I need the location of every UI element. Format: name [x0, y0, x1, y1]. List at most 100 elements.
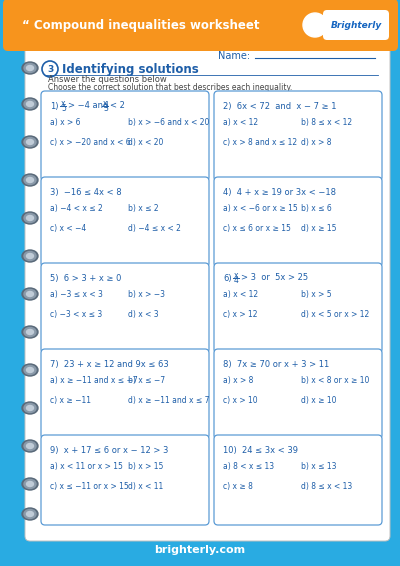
Text: b) x < 8 or x ≥ 10: b) x < 8 or x ≥ 10 [301, 376, 369, 385]
Ellipse shape [22, 364, 38, 376]
Text: c) −3 < x ≤ 3: c) −3 < x ≤ 3 [50, 311, 102, 319]
Text: c) x > 12: c) x > 12 [223, 311, 258, 319]
Text: c) x ≤ 6 or x ≥ 15: c) x ≤ 6 or x ≥ 15 [223, 225, 291, 234]
FancyBboxPatch shape [214, 263, 382, 353]
FancyBboxPatch shape [214, 349, 382, 439]
Text: d) x ≥ 10: d) x ≥ 10 [301, 397, 336, 405]
Ellipse shape [22, 508, 38, 520]
Text: a) x > 6: a) x > 6 [50, 118, 80, 127]
Text: Brighterly: Brighterly [330, 20, 382, 29]
Ellipse shape [24, 441, 36, 451]
Text: > 3  or  5x > 25: > 3 or 5x > 25 [241, 273, 308, 282]
Text: 1): 1) [50, 101, 58, 110]
Text: a) 8 < x ≤ 13: a) 8 < x ≤ 13 [223, 462, 274, 471]
Ellipse shape [22, 174, 38, 186]
FancyBboxPatch shape [214, 177, 382, 267]
Text: a) −4 < x ≤ 2: a) −4 < x ≤ 2 [50, 204, 103, 213]
Text: b) x ≤ 13: b) x ≤ 13 [301, 462, 336, 471]
Text: c) x > 10: c) x > 10 [223, 397, 258, 405]
Text: 6): 6) [223, 273, 232, 282]
Circle shape [42, 61, 58, 77]
Text: 9)  x + 17 ≤ 6 or x − 12 > 3: 9) x + 17 ≤ 6 or x − 12 > 3 [50, 445, 168, 454]
Text: < 2: < 2 [110, 101, 125, 110]
FancyBboxPatch shape [3, 0, 398, 51]
Ellipse shape [22, 212, 38, 224]
Ellipse shape [24, 366, 36, 375]
Text: b) x ≤ −7: b) x ≤ −7 [128, 376, 165, 385]
Text: d) 8 ≤ x < 13: d) 8 ≤ x < 13 [301, 482, 352, 491]
Ellipse shape [22, 288, 38, 300]
Text: b) x > 15: b) x > 15 [128, 462, 163, 471]
FancyBboxPatch shape [41, 263, 209, 353]
Ellipse shape [26, 216, 34, 221]
Text: b) x ≤ 6: b) x ≤ 6 [301, 204, 332, 213]
Ellipse shape [22, 402, 38, 414]
Ellipse shape [26, 367, 34, 372]
FancyBboxPatch shape [41, 177, 209, 267]
Text: 8)  7x ≥ 70 or x + 3 > 11: 8) 7x ≥ 70 or x + 3 > 11 [223, 359, 329, 368]
Ellipse shape [22, 250, 38, 262]
Text: 2)  6x < 72  and  x − 7 ≥ 1: 2) 6x < 72 and x − 7 ≥ 1 [223, 101, 336, 110]
Text: a) x < 12: a) x < 12 [223, 290, 258, 299]
Ellipse shape [22, 62, 38, 74]
Circle shape [303, 13, 327, 37]
Ellipse shape [26, 512, 34, 517]
Text: a) x > 8: a) x > 8 [223, 376, 253, 385]
Ellipse shape [26, 291, 34, 297]
Ellipse shape [26, 254, 34, 259]
Text: b) x ≤ 2: b) x ≤ 2 [128, 204, 159, 213]
Text: 5: 5 [61, 104, 66, 113]
Text: a) x < −6 or x ≥ 15: a) x < −6 or x ≥ 15 [223, 204, 298, 213]
Text: Identifying solutions: Identifying solutions [62, 62, 199, 75]
Ellipse shape [26, 178, 34, 182]
Ellipse shape [24, 100, 36, 109]
Ellipse shape [24, 213, 36, 222]
Text: “ Compound inequalities worksheet: “ Compound inequalities worksheet [22, 19, 260, 32]
Ellipse shape [22, 98, 38, 110]
Text: x: x [61, 99, 66, 108]
Ellipse shape [26, 139, 34, 144]
Text: Name:: Name: [218, 51, 250, 61]
Text: 3)  −16 ≤ 4x < 8: 3) −16 ≤ 4x < 8 [50, 187, 122, 196]
Ellipse shape [26, 66, 34, 71]
Text: d) x < 11: d) x < 11 [128, 482, 163, 491]
Text: d) x < 3: d) x < 3 [128, 311, 159, 319]
Text: c) x < −4: c) x < −4 [50, 225, 86, 234]
Ellipse shape [24, 251, 36, 260]
Text: 5)  6 > 3 + x ≥ 0: 5) 6 > 3 + x ≥ 0 [50, 273, 121, 282]
Ellipse shape [24, 404, 36, 413]
Text: a) x < 11 or x > 15: a) x < 11 or x > 15 [50, 462, 123, 471]
Ellipse shape [24, 479, 36, 488]
Ellipse shape [26, 405, 34, 410]
Text: c) x ≤ −11 or x > 15: c) x ≤ −11 or x > 15 [50, 482, 129, 491]
Text: brighterly.com: brighterly.com [154, 545, 246, 555]
Ellipse shape [24, 175, 36, 185]
FancyBboxPatch shape [41, 435, 209, 525]
FancyBboxPatch shape [25, 41, 390, 541]
Text: b) x > −3: b) x > −3 [128, 290, 165, 299]
FancyBboxPatch shape [323, 10, 389, 40]
Text: d) x ≥ 15: d) x ≥ 15 [301, 225, 336, 234]
Text: > −4 and: > −4 and [68, 101, 108, 110]
Ellipse shape [24, 328, 36, 337]
Text: 3: 3 [47, 65, 53, 74]
Text: a) x < 12: a) x < 12 [223, 118, 258, 127]
Ellipse shape [26, 482, 34, 487]
Ellipse shape [22, 478, 38, 490]
Text: d) x ≥ −11 and x ≤ 7: d) x ≥ −11 and x ≤ 7 [128, 397, 210, 405]
Text: 4)  4 + x ≥ 19 or 3x < −18: 4) 4 + x ≥ 19 or 3x < −18 [223, 187, 336, 196]
FancyBboxPatch shape [214, 91, 382, 181]
Text: c) x > 8 and x ≤ 12: c) x > 8 and x ≤ 12 [223, 139, 297, 148]
Ellipse shape [22, 440, 38, 452]
Text: c) x ≥ −11: c) x ≥ −11 [50, 397, 91, 405]
Text: c) x > −20 and x < 6: c) x > −20 and x < 6 [50, 139, 131, 148]
Ellipse shape [22, 136, 38, 148]
Text: d) x < 20: d) x < 20 [128, 139, 163, 148]
Ellipse shape [22, 326, 38, 338]
Text: 4: 4 [234, 276, 239, 285]
Text: a) x ≥ −11 and x ≤ −7: a) x ≥ −11 and x ≤ −7 [50, 376, 138, 385]
Text: b) 8 ≤ x < 12: b) 8 ≤ x < 12 [301, 118, 352, 127]
Ellipse shape [24, 289, 36, 298]
FancyBboxPatch shape [214, 435, 382, 525]
Text: a) −3 ≤ x < 3: a) −3 ≤ x < 3 [50, 290, 103, 299]
